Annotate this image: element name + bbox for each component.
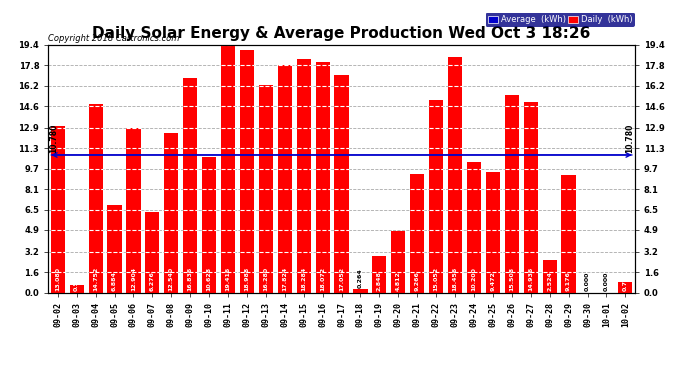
Text: 17.052: 17.052 <box>339 267 344 291</box>
Text: 18.072: 18.072 <box>320 267 325 291</box>
Bar <box>126 128 141 292</box>
Bar <box>618 282 633 292</box>
Text: 16.280: 16.280 <box>264 267 268 291</box>
Text: 18.284: 18.284 <box>302 266 306 291</box>
Bar <box>467 162 481 292</box>
Bar <box>542 260 557 292</box>
Text: 16.836: 16.836 <box>188 266 193 291</box>
Bar <box>486 172 500 292</box>
Text: 12.904: 12.904 <box>131 267 136 291</box>
Bar <box>259 85 273 292</box>
Text: 9.266: 9.266 <box>415 271 420 291</box>
Bar <box>108 205 121 292</box>
Text: 18.988: 18.988 <box>244 266 250 291</box>
Bar <box>410 174 424 292</box>
Bar <box>335 75 348 292</box>
Text: 10.200: 10.200 <box>471 267 477 291</box>
Bar <box>391 231 406 292</box>
Text: 0.000: 0.000 <box>585 272 590 291</box>
Bar <box>240 50 254 292</box>
Text: 9.176: 9.176 <box>566 271 571 291</box>
Text: 15.508: 15.508 <box>509 267 514 291</box>
Text: 0.000: 0.000 <box>604 272 609 291</box>
Text: 10.628: 10.628 <box>206 267 212 291</box>
Text: Copyright 2018 Cartronics.com: Copyright 2018 Cartronics.com <box>48 33 179 42</box>
Bar <box>164 132 179 292</box>
Text: 2.524: 2.524 <box>547 271 552 291</box>
Bar <box>524 102 538 292</box>
Text: 10.780: 10.780 <box>625 124 634 153</box>
Text: 17.824: 17.824 <box>282 266 287 291</box>
Bar <box>429 100 443 292</box>
Bar <box>562 176 575 292</box>
Text: 0.264: 0.264 <box>358 268 363 288</box>
Text: 9.472: 9.472 <box>491 271 495 291</box>
Bar <box>183 78 197 292</box>
Text: 0.572: 0.572 <box>75 271 79 291</box>
Bar <box>373 256 386 292</box>
Text: 6.276: 6.276 <box>150 271 155 291</box>
Bar <box>315 62 330 292</box>
Bar <box>277 65 292 292</box>
Text: 10.780: 10.780 <box>49 124 58 153</box>
Bar <box>448 57 462 292</box>
Text: 13.080: 13.080 <box>55 267 60 291</box>
Text: 19.416: 19.416 <box>226 266 230 291</box>
Bar <box>70 285 83 292</box>
Bar <box>202 157 216 292</box>
Text: 14.752: 14.752 <box>93 266 98 291</box>
Title: Daily Solar Energy & Average Production Wed Oct 3 18:26: Daily Solar Energy & Average Production … <box>92 26 591 41</box>
Text: 0.796: 0.796 <box>623 271 628 291</box>
Text: 15.052: 15.052 <box>433 267 439 291</box>
Bar <box>50 126 65 292</box>
Bar <box>297 59 310 292</box>
Bar <box>221 45 235 292</box>
Bar <box>146 212 159 292</box>
Bar <box>504 94 519 292</box>
Text: 4.812: 4.812 <box>396 271 401 291</box>
Text: 12.540: 12.540 <box>169 267 174 291</box>
Legend: Average  (kWh), Daily  (kWh): Average (kWh), Daily (kWh) <box>486 13 635 27</box>
Text: 14.936: 14.936 <box>529 266 533 291</box>
Bar <box>353 289 368 292</box>
Text: 6.884: 6.884 <box>112 271 117 291</box>
Text: 2.848: 2.848 <box>377 271 382 291</box>
Text: 18.456: 18.456 <box>453 266 457 291</box>
Bar <box>88 104 103 292</box>
